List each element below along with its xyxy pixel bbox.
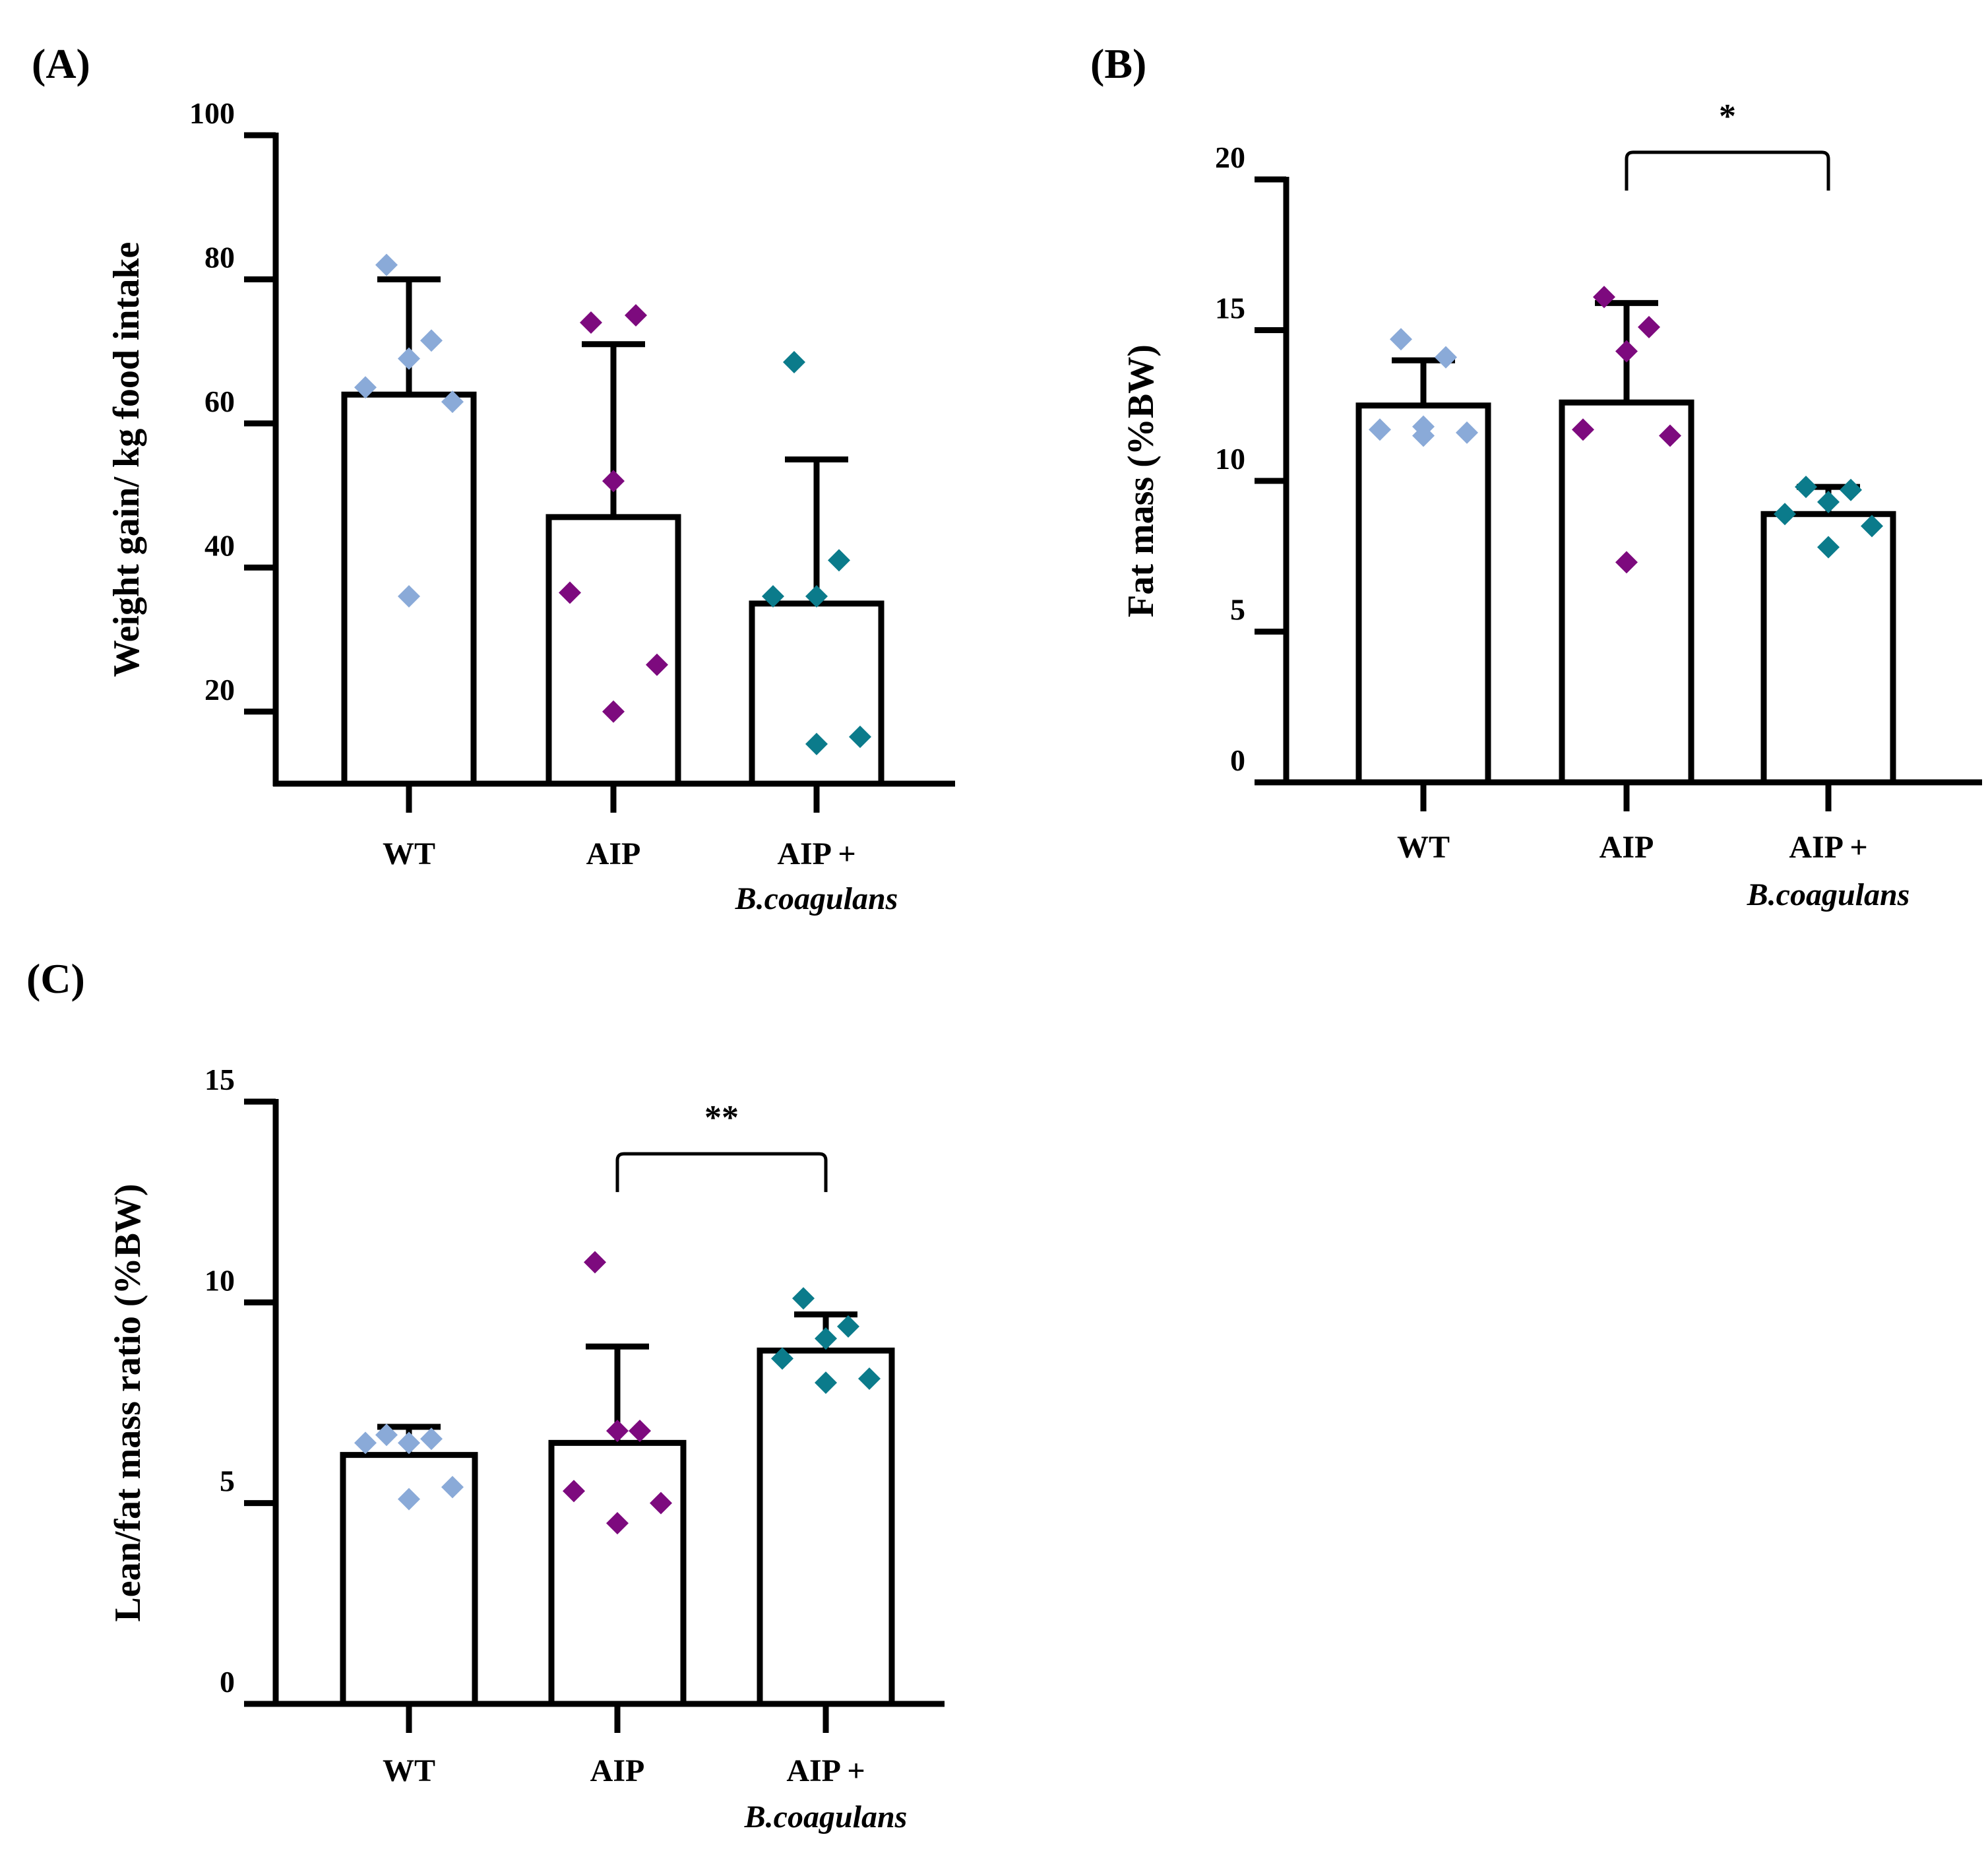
y-tick-label: 0 [1230, 743, 1245, 777]
data-point [563, 1480, 585, 1503]
data-point [1435, 346, 1457, 369]
data-point [606, 1420, 629, 1443]
data-point [805, 585, 828, 608]
panel-label: (C) [26, 955, 85, 1002]
significance-bracket [615, 1152, 828, 1193]
data-point [559, 581, 581, 604]
chart-panel-3: (C) 0 5 10 15 WT AIP AIP + B.coagulans Lean/fat m… [26, 955, 945, 1834]
data-point [815, 1371, 837, 1395]
x-tick-label: AIP [590, 1753, 645, 1788]
data-point [1615, 551, 1638, 574]
x-tick-label: WT [1397, 830, 1450, 865]
y-tick-label: 0 [220, 1665, 235, 1699]
y-tick-label: 5 [220, 1464, 235, 1498]
data-point [1861, 515, 1883, 538]
data-point [375, 253, 398, 276]
data-point [398, 1431, 420, 1455]
data-point [1369, 418, 1391, 441]
y-tick-label: 10 [1215, 442, 1245, 476]
data-point [1572, 418, 1594, 441]
data-point [1638, 315, 1660, 338]
data-point [1795, 476, 1817, 499]
bar [1559, 399, 1694, 786]
x-tick-label: AIP + [1789, 830, 1867, 865]
data-point [650, 1491, 672, 1515]
data-point [420, 329, 443, 352]
data-point [580, 311, 602, 334]
data-point [1659, 424, 1681, 447]
data-point [1390, 328, 1412, 351]
data-point [783, 351, 805, 374]
data-point [1615, 340, 1638, 363]
bar [545, 514, 681, 787]
data-point [602, 700, 625, 723]
significance-bracket [1625, 150, 1830, 191]
x-tick-label: WT [383, 836, 435, 871]
data-point [849, 726, 871, 749]
x-tick-label: B.coagulans [1747, 877, 1910, 912]
y-axis-title: Lean/fat mass ratio (%BW) [108, 1183, 148, 1621]
y-tick-label: 5 [1230, 593, 1245, 627]
x-tick-label: WT [383, 1753, 435, 1788]
data-point [646, 653, 668, 676]
data-point [815, 1327, 837, 1350]
y-tick-label: 80 [204, 240, 235, 274]
x-tick-label: AIP [586, 836, 641, 871]
y-tick-label: 15 [204, 1063, 235, 1096]
significance-label: ** [704, 1099, 739, 1137]
data-point [1593, 286, 1615, 309]
data-point [771, 1347, 793, 1370]
bar [757, 1347, 895, 1707]
y-tick-label: 20 [1215, 141, 1245, 174]
significance-label: * [1719, 98, 1736, 135]
y-tick-label: 10 [204, 1263, 235, 1297]
x-tick-label: AIP + [786, 1753, 865, 1788]
x-tick-label: B.coagulans [735, 881, 898, 916]
x-tick-label: B.coagulans [744, 1800, 908, 1834]
data-point [398, 347, 420, 370]
data-point [398, 585, 420, 608]
data-point [354, 376, 377, 399]
bar [749, 600, 885, 787]
x-tick-label: AIP + [777, 836, 855, 871]
data-point [1412, 424, 1435, 447]
chart-panel-2: (B) 0 5 10 15 20 WT AIP AIP + B.coagulans Fat mass… [1090, 40, 1982, 912]
data-point [602, 470, 625, 493]
bar [548, 1439, 687, 1707]
y-tick-label: 20 [204, 673, 235, 706]
data-point [828, 549, 850, 572]
data-point [762, 585, 784, 608]
panel-label: (A) [32, 40, 90, 87]
bar [1355, 402, 1491, 786]
data-point [398, 1488, 420, 1511]
data-point [606, 1512, 629, 1535]
data-point [792, 1287, 815, 1310]
data-point [837, 1315, 859, 1338]
y-tick-label: 100 [189, 96, 235, 130]
y-tick-label: 60 [204, 385, 235, 418]
x-tick-label: AIP [1600, 830, 1654, 865]
data-point [1840, 478, 1862, 501]
data-point [441, 391, 464, 414]
data-point [625, 304, 647, 327]
data-point [1456, 421, 1478, 444]
panel-label: (B) [1090, 40, 1146, 87]
data-point [375, 1424, 398, 1447]
y-tick-label: 15 [1215, 292, 1245, 325]
data-point [805, 732, 828, 755]
data-point [1774, 503, 1796, 526]
y-axis-title: Weight gain/ kg food intake [106, 242, 147, 677]
data-point [1817, 536, 1840, 559]
data-point [629, 1420, 651, 1443]
y-axis-title: Fat mass (%BW) [1121, 344, 1162, 617]
data-point [441, 1476, 464, 1499]
data-point [420, 1427, 443, 1451]
y-tick-label: 40 [204, 528, 235, 562]
data-point [354, 1431, 377, 1455]
chart-panel-1: (A) 20 40 60 80 100 WT AIP AIP + B.coagulans Weigh… [32, 40, 955, 916]
data-point [1817, 490, 1840, 513]
data-point [858, 1367, 881, 1390]
data-point [584, 1251, 606, 1274]
